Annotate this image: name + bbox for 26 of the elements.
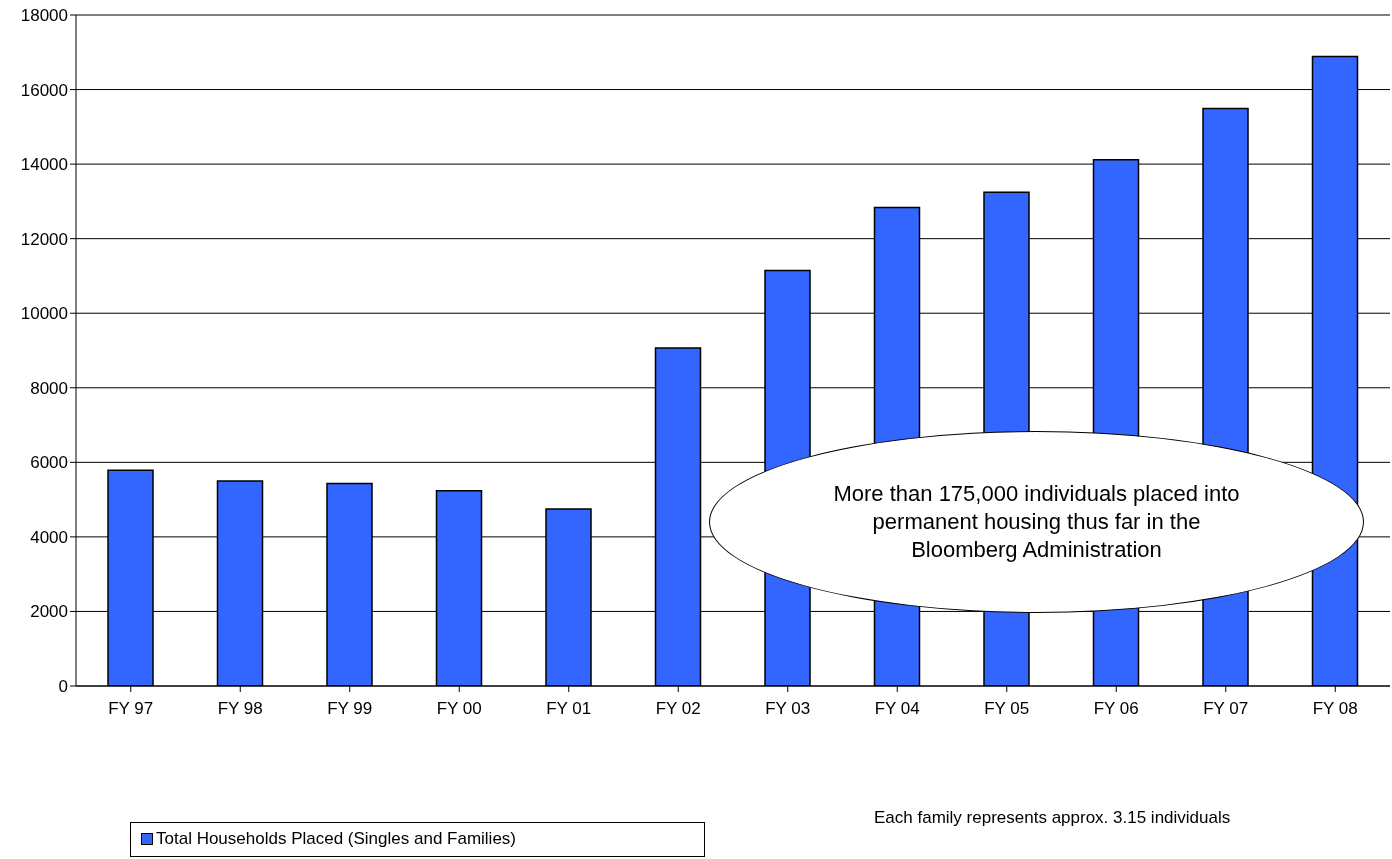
- x-tick-label: FY 07: [1203, 699, 1249, 719]
- text: Each family represents approx. 3.15 individuals: [874, 808, 1231, 828]
- x-tick-label: FY 05: [984, 699, 1030, 719]
- y-tick-label: 14000: [20, 155, 68, 175]
- y-tick-label: 10000: [20, 304, 68, 324]
- y-tick-label: 18000: [20, 6, 68, 26]
- x-tick-label: FY 01: [546, 699, 592, 719]
- x-tick-label: FY 03: [765, 699, 811, 719]
- x-tick-label: FY 00: [436, 699, 482, 719]
- y-tick-label: 2000: [30, 602, 68, 622]
- x-tick-label: FY 02: [655, 699, 701, 719]
- x-tick-label: FY 06: [1093, 699, 1139, 719]
- y-tick-label: 12000: [20, 229, 68, 249]
- y-tick-label: 0: [58, 677, 68, 697]
- legend-label: Total Households Placed (Singles and Families): [155, 829, 517, 849]
- x-tick-label: FY 99: [327, 699, 373, 719]
- x-tick-label: FY 04: [874, 699, 920, 719]
- annotation: More than 175,000 individuals placed into permanent housing thus far in the Bloomberg Administration: [832, 480, 1241, 564]
- y-tick-label: 4000: [30, 527, 68, 547]
- y-tick-label: 16000: [20, 80, 68, 100]
- x-tick-label: FY 98: [217, 699, 263, 719]
- x-tick-label: FY 08: [1312, 699, 1358, 719]
- y-tick-label: 6000: [30, 453, 68, 473]
- ellipse-callout: More than 175,000 individuals placed into permanent housing thus far in the Bloomberg Administration: [709, 431, 1364, 613]
- y-tick-label: 8000: [30, 378, 68, 398]
- x-tick-label: FY 97: [108, 699, 154, 719]
